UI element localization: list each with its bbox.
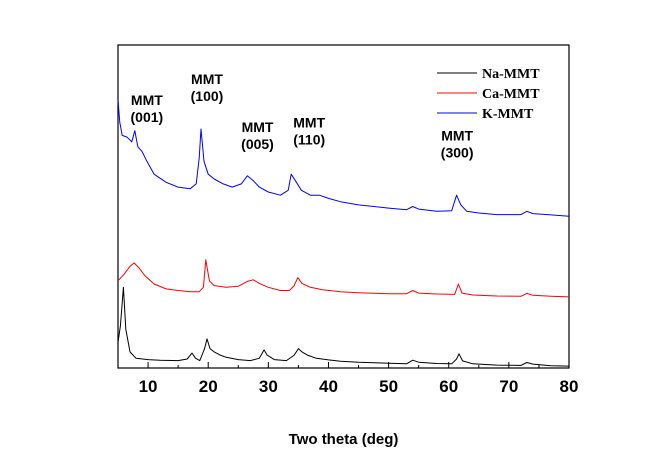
peak-annotation: MMT (005) [241, 119, 274, 152]
series-line-na-mmt [117, 286, 570, 367]
peak-annotation: MMT (100) [191, 71, 224, 104]
legend-label: K-MMT [482, 107, 534, 122]
series-line-ca-mmt [117, 259, 570, 298]
peak-annotations: MMT (001) MMT (100) MMT (005) MMT (110) MMT (300) [131, 71, 474, 161]
x-tick-label: 70 [499, 377, 518, 396]
x-tick-label: 10 [139, 377, 158, 396]
x-tick-label: 20 [199, 377, 218, 396]
legend-label: Na-MMT [482, 67, 540, 82]
x-axis-title: Two theta (deg) [289, 431, 399, 448]
legend: Na-MMT Ca-MMT K-MMT [437, 67, 540, 122]
x-tick-label: 40 [319, 377, 338, 396]
peak-annotation: MMT (300) [441, 127, 474, 160]
series-layer [117, 99, 570, 367]
x-tick-label: 60 [439, 377, 458, 396]
plot-frame [117, 44, 570, 369]
x-tick-label: 80 [560, 377, 579, 396]
series-line-k-mmt [117, 99, 570, 217]
x-axis-ticks: 10 20 30 40 50 60 70 80 [139, 362, 579, 396]
x-tick-label: 30 [259, 377, 278, 396]
legend-label: Ca-MMT [482, 87, 540, 102]
x-tick-label: 50 [379, 377, 398, 396]
peak-annotation: MMT (110) [293, 114, 325, 147]
peak-annotation: MMT (001) [131, 92, 164, 125]
